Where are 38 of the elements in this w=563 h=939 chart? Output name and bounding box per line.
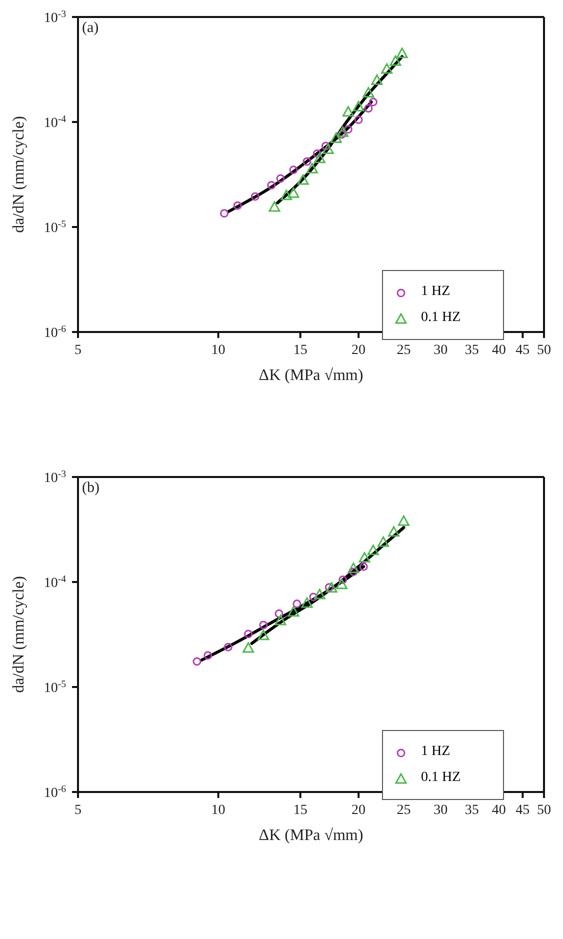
y-tick-label: 10$^{-4}$ <box>44 114 66 131</box>
y-tick-label: 10$^{-4}$ <box>44 574 66 591</box>
x-tick-label: 15 <box>293 343 308 358</box>
legend-label: 1 HZ <box>421 284 450 300</box>
x-tick-label: 40 <box>492 343 506 358</box>
x-tick-label: 25 <box>396 803 411 818</box>
chart-title: (b) <box>82 480 100 497</box>
x-tick-label: 30 <box>434 803 448 818</box>
x-tick-label: 50 <box>537 343 551 358</box>
x-axis-title: ΔK (MPa √mm) <box>258 827 364 844</box>
x-tick-label: 50 <box>537 803 551 818</box>
x-tick-label: 45 <box>516 343 530 358</box>
legend-label: 0.1 HZ <box>421 770 461 786</box>
x-axis-title: ΔK (MPa √mm) <box>258 367 364 384</box>
legend-label: 1 HZ <box>421 744 450 760</box>
y-tick-label: 10$^{-6}$ <box>44 324 66 341</box>
x-tick-label: 5 <box>74 803 82 818</box>
y-tick-label: 10$^{-3}$ <box>44 468 66 486</box>
y-tick-label: 10$^{-6}$ <box>44 784 66 801</box>
y-tick-label: 10$^{-5}$ <box>44 678 66 696</box>
x-tick-label: 35 <box>464 343 479 358</box>
x-tick-label: 20 <box>352 343 366 358</box>
x-tick-label: 10 <box>211 343 226 358</box>
legend-label: 0.1 HZ <box>421 310 461 326</box>
y-tick-label: 10$^{-3}$ <box>44 8 66 26</box>
chart-title: (a) <box>82 20 99 37</box>
x-tick-label: 45 <box>516 803 530 818</box>
x-tick-label: 20 <box>352 803 366 818</box>
y-tick-label: 10$^{-5}$ <box>44 218 66 236</box>
x-tick-label: 30 <box>434 343 448 358</box>
x-tick-label: 10 <box>211 803 226 818</box>
x-tick-label: 25 <box>396 343 411 358</box>
x-tick-label: 5 <box>74 343 82 358</box>
x-tick-label: 35 <box>464 803 479 818</box>
y-axis-title: da/dN (mm/cycle) <box>10 116 28 233</box>
y-axis-title: da/dN (mm/cycle) <box>10 576 28 693</box>
x-tick-label: 40 <box>492 803 506 818</box>
x-tick-label: 15 <box>293 803 308 818</box>
